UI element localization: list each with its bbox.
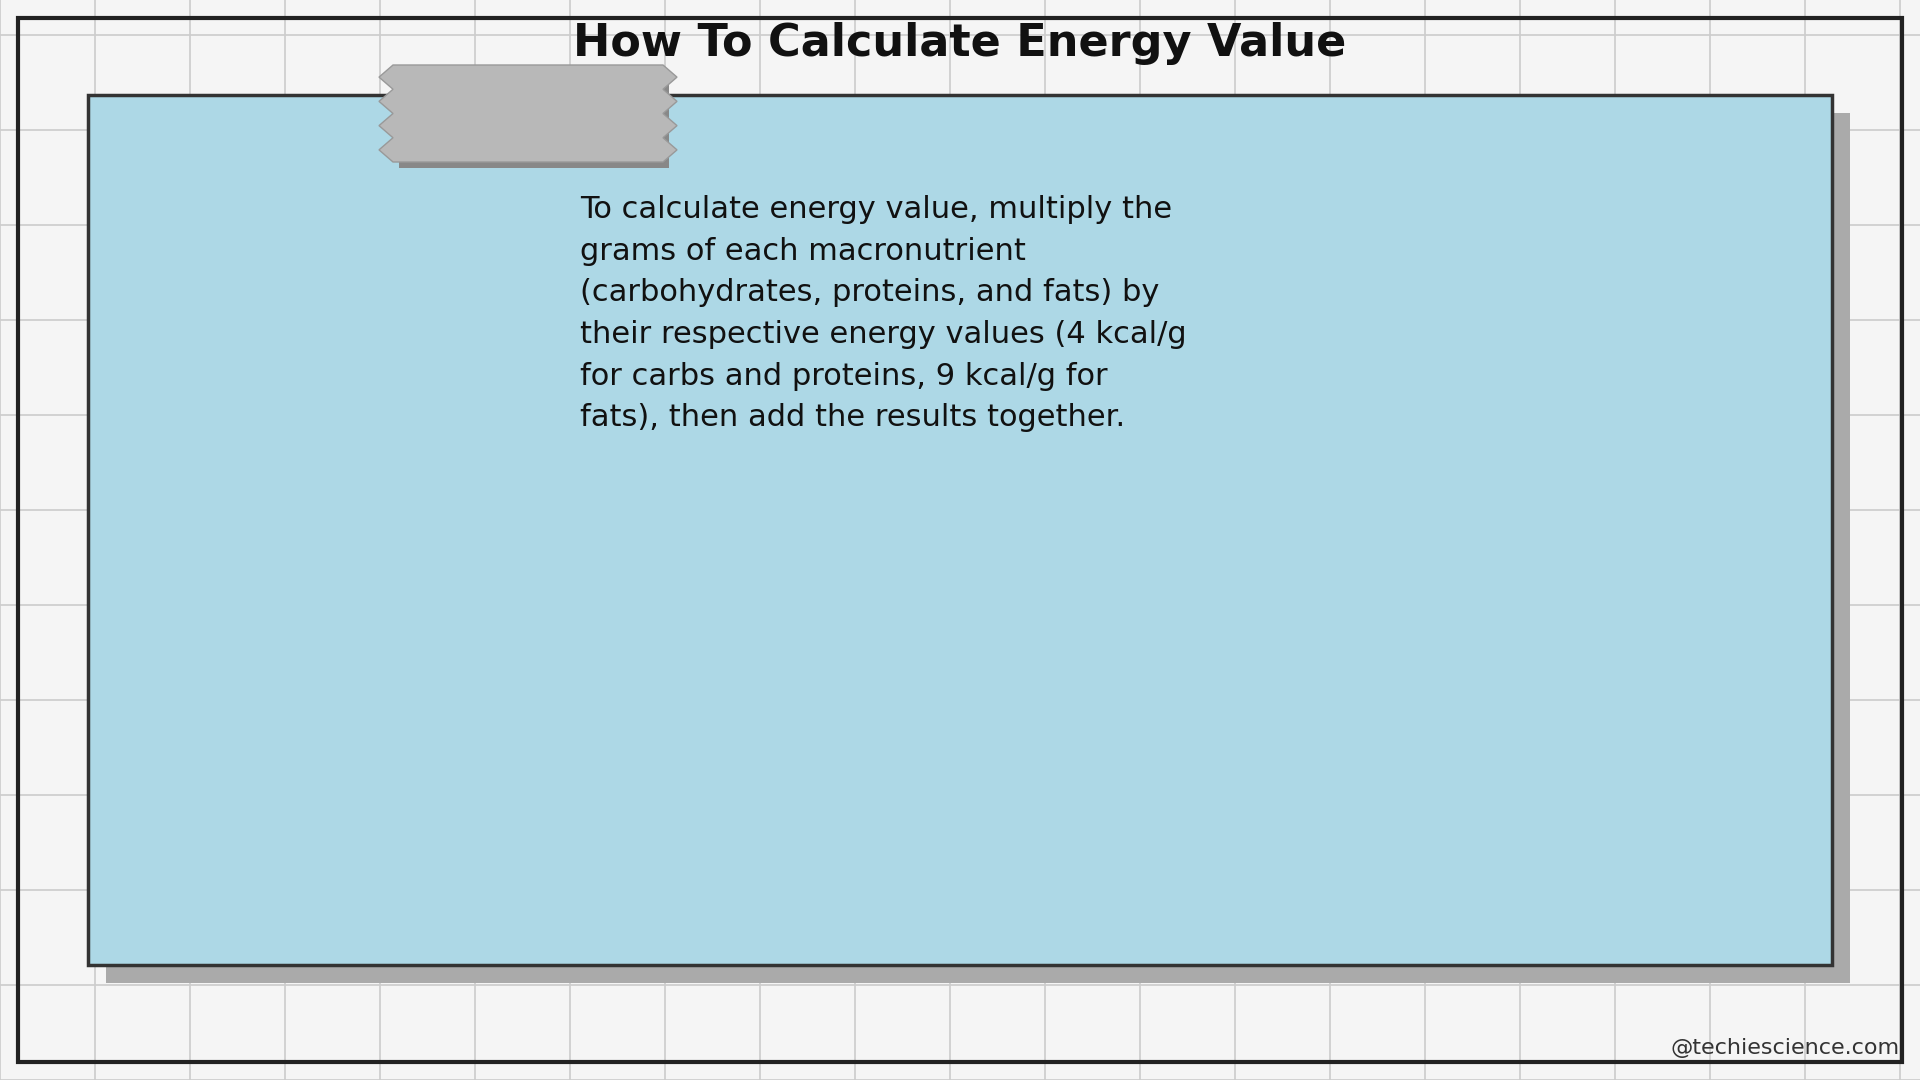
Bar [399,71,668,168]
Bar [106,113,1851,983]
Text: To calculate energy value, multiply the
grams of each macronutrient
(carbohydrat: To calculate energy value, multiply the … [580,195,1187,432]
Bar [88,95,1832,966]
Text: How To Calculate Energy Value: How To Calculate Energy Value [574,22,1346,65]
Text: @techiescience.com: @techiescience.com [1670,1038,1901,1058]
Polygon shape [378,65,678,162]
